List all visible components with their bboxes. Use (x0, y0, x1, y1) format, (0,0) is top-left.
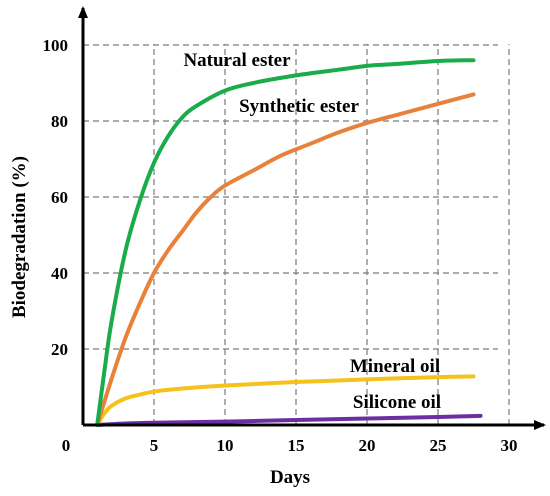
x-tick-label: 15 (288, 436, 305, 455)
series-line-synthetic-ester (95, 92, 476, 427)
series-line-natural-ester (95, 58, 476, 427)
series-line-mineral-oil (95, 374, 476, 427)
y-tick-label: 60 (51, 188, 68, 207)
series-labels: Natural ester Synthetic ester Mineral oil S… (183, 50, 441, 413)
y-axis-title: Biodegradation (%) (9, 156, 30, 318)
series-label-mineral-oil: Mineral oil (350, 356, 440, 377)
y-tick-label: 40 (51, 264, 68, 283)
grid (83, 44, 510, 425)
x-axis-title: Days (270, 467, 310, 488)
series-label-synthetic-ester: Synthetic ester (239, 96, 359, 117)
x-tick-label: 20 (359, 436, 376, 455)
x-tick-label: 25 (430, 436, 447, 455)
y-tick-label: 20 (51, 340, 68, 359)
x-tick-label: 0 (62, 436, 71, 455)
series-lines (95, 58, 483, 427)
y-tick-label: 80 (51, 112, 68, 131)
x-tick-label: 5 (150, 436, 159, 455)
y-tick-label: 100 (43, 36, 69, 55)
x-tick-label: 30 (501, 436, 518, 455)
tick-labels: 0 5 10 15 20 25 30 20 40 60 80 100 (43, 36, 518, 455)
x-tick-label: 10 (217, 436, 234, 455)
series-label-silicone-oil: Silicone oil (353, 392, 441, 413)
series-label-natural-ester: Natural ester (183, 50, 291, 71)
series-line-silicone-oil (95, 413, 483, 427)
